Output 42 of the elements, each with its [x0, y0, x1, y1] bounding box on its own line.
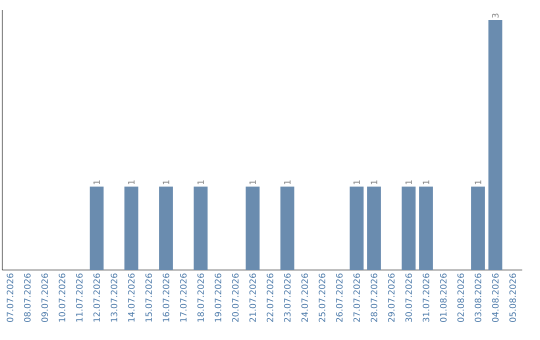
x-tick-label: 25.07.2026 [318, 274, 326, 322]
data-label: 1 [162, 180, 170, 184]
x-tick-label: 23.07.2026 [284, 274, 291, 322]
data-label: 1 [406, 180, 412, 184]
x-tick-label: 29.07.2026 [388, 274, 395, 322]
x-tick-label: 09.07.2026 [41, 274, 48, 322]
x-tick-label: 12.07.2026 [93, 274, 100, 322]
x-tick-label: 16.07.2026 [162, 274, 170, 322]
x-tick-label: 14.07.2026 [128, 274, 135, 322]
x-tick-label: 01.08.2026 [440, 274, 447, 322]
x-tick-label: 05.08.2026 [509, 274, 516, 322]
x-tick-label: 30.07.2026 [405, 274, 412, 322]
data-label: 1 [474, 180, 482, 184]
data-label: 1 [198, 180, 204, 184]
x-tick-label: 31.07.2026 [422, 274, 430, 322]
x-tick-label: 20.07.2026 [232, 274, 239, 322]
data-label: 1 [370, 180, 378, 184]
data-label: 3 [492, 14, 499, 18]
x-tick-label: 27.07.2026 [353, 274, 360, 322]
x-tick-label: 17.07.2026 [180, 274, 187, 322]
x-tick-label: 03.08.2026 [474, 274, 482, 322]
x-tick-label: 15.07.2026 [145, 274, 152, 322]
x-tick-label: 11.07.2026 [76, 274, 83, 322]
x-tick-label: 08.07.2026 [24, 274, 31, 322]
x-tick-label: 26.07.2026 [336, 274, 343, 322]
x-tick-label: 02.08.2026 [457, 274, 464, 322]
x-tick-label: 13.07.2026 [110, 274, 118, 322]
data-label: 1 [354, 180, 360, 184]
x-tick-label: 19.07.2026 [214, 274, 222, 322]
x-tick-label: 24.07.2026 [301, 274, 308, 322]
x-tick-label: 07.07.2026 [6, 274, 14, 322]
data-label: 1 [422, 180, 430, 184]
x-tick-label: 28.07.2026 [370, 274, 378, 322]
data-label: 1 [250, 180, 256, 184]
x-tick-label: 18.07.2026 [197, 274, 204, 322]
data-label: 1 [94, 180, 100, 184]
x-tick-label: 21.07.2026 [249, 274, 256, 322]
x-tick-label: 04.08.2026 [492, 274, 499, 322]
data-label: 1 [284, 180, 290, 184]
data-label: 1 [128, 180, 134, 184]
x-tick-label: 10.07.2026 [58, 274, 66, 322]
x-tick-label: 22.07.2026 [266, 274, 274, 322]
